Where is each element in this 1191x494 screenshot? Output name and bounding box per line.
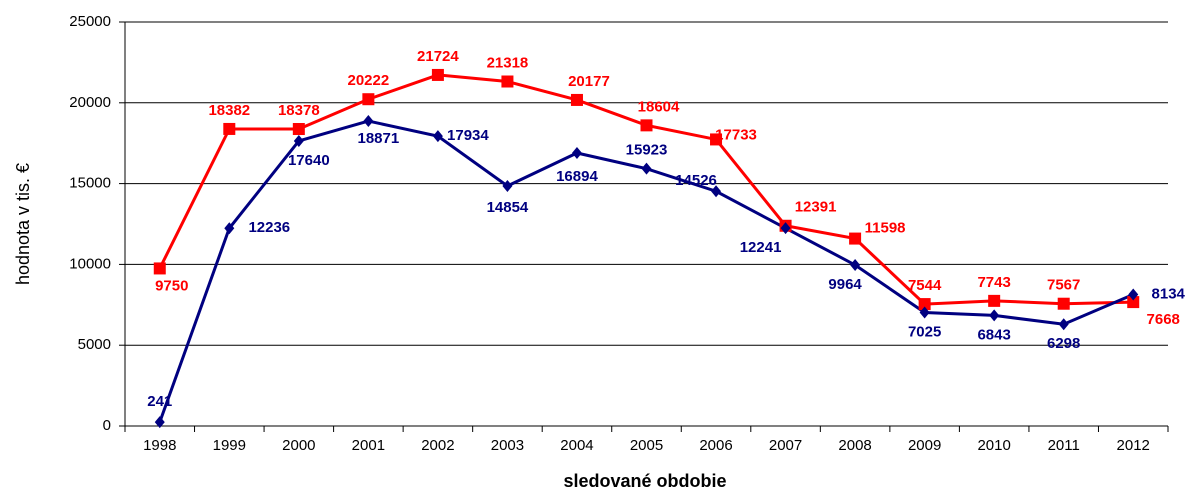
- y-tick-label: 5000: [78, 336, 111, 353]
- x-tick-label: 2006: [699, 437, 732, 454]
- marker: [292, 123, 305, 136]
- data-label: 8134: [1152, 286, 1186, 303]
- data-label: 7743: [977, 274, 1010, 291]
- data-label: 7668: [1147, 311, 1180, 328]
- marker: [1057, 297, 1070, 310]
- data-label: 21318: [487, 54, 529, 71]
- data-label: 9750: [155, 277, 188, 294]
- y-tick-label: 20000: [69, 94, 111, 111]
- marker: [501, 75, 514, 88]
- data-label: 7567: [1047, 277, 1080, 294]
- data-label: 17934: [447, 127, 489, 144]
- marker: [918, 298, 931, 311]
- marker: [363, 115, 374, 128]
- marker: [988, 294, 1001, 307]
- data-label: 12236: [248, 219, 290, 236]
- data-label: 9964: [828, 276, 862, 293]
- data-label: 18378: [278, 102, 320, 119]
- marker: [153, 262, 166, 275]
- data-label: 18604: [638, 98, 680, 115]
- marker: [570, 93, 583, 106]
- marker: [571, 146, 582, 159]
- marker: [502, 179, 513, 192]
- marker: [710, 133, 723, 146]
- marker: [711, 185, 722, 198]
- data-label: 18382: [208, 102, 250, 119]
- x-tick-label: 2008: [838, 437, 871, 454]
- x-axis-label: sledované obdobie: [563, 471, 726, 491]
- data-label: 15923: [626, 142, 668, 159]
- data-label: 241: [147, 393, 172, 410]
- data-label: 17733: [715, 126, 757, 143]
- marker: [780, 222, 791, 235]
- x-tick-label: 1999: [213, 437, 246, 454]
- data-label: 12391: [795, 199, 837, 216]
- marker: [432, 130, 443, 143]
- data-label: 6843: [977, 326, 1010, 343]
- marker: [154, 416, 165, 429]
- marker: [1058, 318, 1069, 331]
- x-tick-label: 2011: [1048, 437, 1080, 454]
- data-label: 6298: [1047, 335, 1080, 352]
- marker: [293, 134, 304, 147]
- x-tick-label: 2000: [282, 437, 315, 454]
- marker: [989, 309, 1000, 322]
- data-label: 7544: [908, 277, 942, 294]
- marker: [850, 258, 861, 271]
- marker: [641, 162, 652, 175]
- x-tick-label: 2009: [908, 437, 941, 454]
- marker: [224, 222, 235, 235]
- x-tick-label: 2002: [421, 437, 454, 454]
- data-label: 12241: [740, 239, 782, 256]
- y-axis-label: hodnota v tis. €: [13, 163, 33, 285]
- data-label: 17640: [288, 152, 330, 169]
- x-tick-label: 1998: [143, 437, 176, 454]
- y-tick-label: 15000: [69, 175, 111, 192]
- y-tick-label: 25000: [69, 13, 111, 30]
- marker: [849, 232, 862, 245]
- x-tick-label: 2005: [630, 437, 663, 454]
- marker: [223, 122, 236, 135]
- marker: [1128, 288, 1139, 301]
- y-tick-label: 0: [103, 417, 111, 434]
- data-label: 7025: [908, 323, 941, 340]
- data-label: 16894: [556, 168, 598, 185]
- marker: [431, 68, 444, 81]
- x-tick-label: 2003: [491, 437, 524, 454]
- marker: [362, 93, 375, 106]
- marker: [640, 119, 653, 132]
- y-tick-label: 10000: [69, 255, 111, 272]
- x-tick-label: 2001: [352, 437, 385, 454]
- x-tick-label: 2007: [769, 437, 802, 454]
- data-label: 20222: [348, 72, 390, 89]
- marker: [1127, 296, 1140, 309]
- data-label: 21724: [417, 48, 459, 65]
- data-label: 11598: [865, 220, 906, 237]
- data-label: 14854: [487, 199, 529, 216]
- marker: [919, 306, 930, 319]
- x-tick-label: 2004: [560, 437, 593, 454]
- data-label: 14526: [675, 172, 717, 189]
- x-tick-label: 2012: [1117, 437, 1150, 454]
- data-label: 20177: [568, 73, 610, 90]
- x-tick-label: 2010: [977, 437, 1010, 454]
- data-label: 18871: [358, 130, 400, 147]
